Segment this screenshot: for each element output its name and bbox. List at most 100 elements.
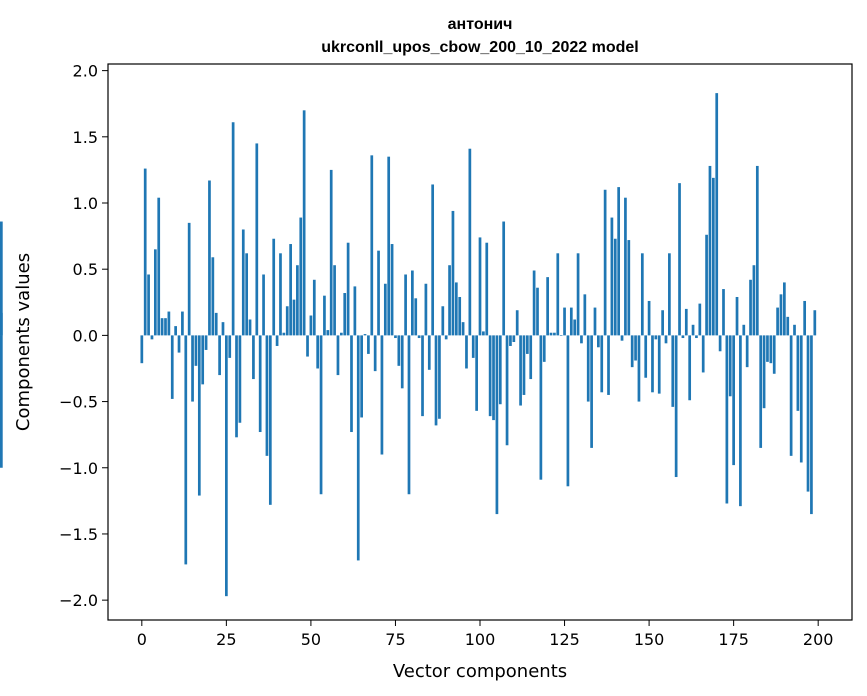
chart-subtitle: ukrconll_upos_cbow_200_10_2022 model — [321, 39, 638, 56]
bar-176 — [735, 296, 739, 336]
bar-42 — [282, 332, 286, 336]
x-tick-label: 200 — [803, 630, 834, 649]
bar-153 — [657, 335, 661, 394]
bar-123 — [556, 253, 560, 336]
bar-9 — [170, 335, 174, 399]
bar-102 — [485, 242, 489, 336]
bar-143 — [624, 197, 627, 336]
bar-58 — [336, 335, 340, 376]
bar-32 — [248, 319, 252, 336]
bar-79 — [407, 335, 411, 495]
bar-30 — [241, 229, 245, 336]
y-tick-label: 2.0 — [73, 62, 98, 81]
bar-148 — [640, 253, 644, 336]
x-tick-label: 75 — [385, 630, 405, 649]
bar-106 — [498, 335, 502, 405]
bar-19 — [204, 335, 208, 350]
bar-38 — [268, 335, 272, 505]
bar-158 — [674, 335, 678, 478]
bar-157 — [671, 335, 675, 407]
bar-87 — [434, 335, 438, 426]
bar-129 — [576, 253, 580, 336]
bar-182 — [755, 165, 759, 336]
bar-114 — [525, 335, 529, 354]
bar-171 — [718, 335, 722, 352]
y-tick-label: 1.0 — [73, 194, 98, 213]
bar-177 — [739, 335, 742, 507]
bar-112 — [519, 335, 522, 406]
bar-154 — [661, 310, 664, 336]
bar-62 — [350, 335, 353, 433]
x-tick-label: 100 — [465, 630, 496, 649]
bar-197 — [806, 335, 810, 492]
bar-105 — [495, 335, 499, 515]
bar-108 — [505, 335, 509, 446]
bar-127 — [569, 307, 573, 336]
bar-135 — [597, 335, 600, 348]
x-tick-label: 125 — [549, 630, 580, 649]
x-tick-label: 175 — [718, 630, 749, 649]
bar-69 — [373, 335, 377, 372]
bar-31 — [245, 253, 249, 336]
bar-73 — [387, 156, 391, 336]
y-tick-label: 0.0 — [73, 326, 98, 345]
bar-77 — [400, 335, 404, 389]
bar-68 — [370, 155, 374, 336]
bar-144 — [627, 240, 631, 336]
bar-134 — [593, 307, 597, 336]
bar-16 — [194, 335, 198, 366]
bar-34 — [255, 143, 259, 336]
bar-110 — [512, 335, 516, 342]
bar-undefined — [0, 335, 3, 468]
bar-138 — [607, 335, 610, 395]
bar-54 — [323, 295, 326, 336]
bar-107 — [502, 221, 506, 336]
bar-60 — [343, 293, 347, 336]
bar-83 — [421, 335, 424, 417]
bar-111 — [515, 310, 519, 336]
bar-172 — [722, 289, 725, 336]
bar-91 — [448, 265, 451, 336]
bar-17 — [197, 335, 201, 496]
y-tick-label: 0.5 — [73, 260, 98, 279]
bar-152 — [654, 335, 658, 340]
bar-51 — [312, 279, 316, 336]
bar-141 — [617, 187, 621, 336]
y-tick-label: 1.5 — [73, 128, 98, 147]
bar-119 — [542, 335, 546, 362]
bar-128 — [573, 319, 577, 336]
bar-85 — [427, 335, 431, 370]
bar-78 — [404, 274, 407, 336]
bar-90 — [444, 335, 448, 340]
bar-46 — [296, 265, 299, 336]
bar-75 — [394, 335, 397, 339]
bar-94 — [458, 296, 462, 336]
bar-122 — [553, 332, 556, 336]
bar-101 — [482, 331, 485, 336]
bar-178 — [742, 324, 746, 336]
bar-44 — [289, 244, 292, 336]
bar-137 — [603, 189, 607, 336]
bar-92 — [451, 210, 455, 336]
bar-160 — [681, 335, 685, 339]
bar-175 — [732, 335, 735, 466]
bar-35 — [258, 335, 262, 433]
bar-71 — [380, 335, 384, 455]
bar-22 — [214, 312, 218, 336]
bar-186 — [769, 335, 773, 364]
bar-163 — [691, 324, 695, 336]
bar-66 — [363, 334, 367, 336]
bar-47 — [299, 217, 303, 336]
bar-179 — [745, 335, 749, 368]
bar-45 — [292, 299, 296, 336]
plot-frame — [107, 63, 853, 621]
bar-65 — [360, 335, 363, 418]
bar-140 — [613, 238, 617, 336]
bar-3 — [150, 335, 154, 340]
bar-190 — [783, 282, 786, 336]
bar-61 — [346, 242, 350, 336]
bar-76 — [397, 335, 401, 366]
bar-41 — [279, 253, 282, 336]
bar-142 — [620, 335, 624, 341]
